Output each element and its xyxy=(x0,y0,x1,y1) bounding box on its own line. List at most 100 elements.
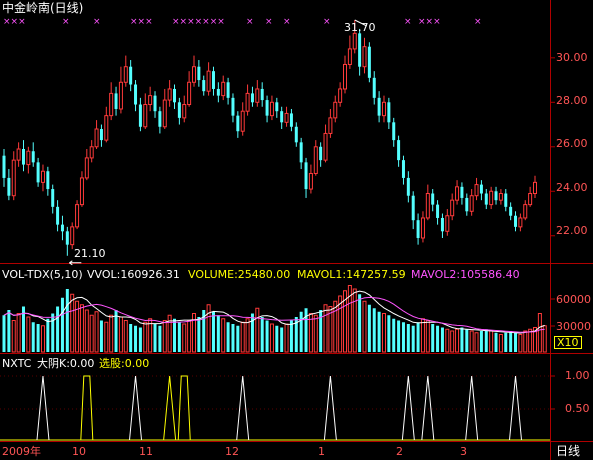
candle-body xyxy=(518,217,523,228)
candle-body xyxy=(372,77,376,98)
volume-bar xyxy=(431,324,435,352)
volume-bar xyxy=(450,330,455,353)
y-tick-28: 28.00 xyxy=(556,94,588,107)
candle-body xyxy=(153,95,157,112)
volume-bar xyxy=(313,314,318,353)
volume-bar xyxy=(89,314,94,353)
y-tick-22: 22.00 xyxy=(556,224,588,237)
candle-body xyxy=(474,184,479,197)
candle-body xyxy=(436,204,440,218)
candle-body xyxy=(440,217,444,232)
candle-body xyxy=(523,204,528,219)
candle-body xyxy=(255,88,260,103)
candle-body xyxy=(308,172,313,190)
volume-ma10-line xyxy=(3,296,545,333)
candle-body xyxy=(75,204,80,228)
volume-bar xyxy=(284,323,289,353)
low-marker-arrow xyxy=(69,260,82,266)
mavol2-value: MAVOL2:105586.40 xyxy=(411,268,520,281)
volume-bar xyxy=(474,332,479,353)
candle-body xyxy=(134,84,138,105)
candle-body xyxy=(104,115,109,141)
candle-body xyxy=(401,160,405,178)
volume-bar xyxy=(387,315,391,352)
candle-body xyxy=(367,46,371,78)
signal-series[interactable] xyxy=(0,375,550,441)
candle-body xyxy=(216,88,220,96)
volume-bar xyxy=(148,318,153,353)
top-marker: × xyxy=(404,17,412,27)
volume-bar xyxy=(489,330,494,353)
candle-body xyxy=(191,66,196,83)
volume-bar xyxy=(299,311,303,352)
volume-bar xyxy=(75,300,80,353)
candle-body xyxy=(236,115,240,132)
volume-bar xyxy=(537,313,542,353)
volume-bar xyxy=(158,325,162,352)
volume-bar xyxy=(51,313,55,352)
candle-body xyxy=(416,220,420,238)
candle-body xyxy=(406,177,410,196)
vvol-value: VVOL:160926.31 xyxy=(87,268,180,281)
period-tab-daily[interactable]: 日线 xyxy=(556,444,581,458)
candle-body xyxy=(347,48,352,65)
volume-bar xyxy=(479,331,483,352)
candle-body xyxy=(533,181,537,194)
candle-body xyxy=(16,148,21,161)
signal-indicator-name[interactable]: NXTC xyxy=(2,357,32,370)
volume-ma5-line xyxy=(3,290,545,334)
candle-body xyxy=(504,193,508,207)
volume-bar xyxy=(362,300,367,353)
volume-bar xyxy=(333,300,338,353)
volume-bar xyxy=(177,322,181,352)
signal-spike xyxy=(129,375,143,441)
volume-bar xyxy=(94,311,99,353)
x-label-3: 3 xyxy=(460,445,467,458)
volume-bars[interactable] xyxy=(2,285,547,353)
x-label-11: 11 xyxy=(139,445,153,458)
volume-bar xyxy=(182,323,187,353)
candle-body xyxy=(362,46,367,68)
high-marker-arrow xyxy=(354,19,367,27)
volume-bar xyxy=(56,306,60,352)
candlestick-series[interactable] xyxy=(2,19,537,266)
candle-body xyxy=(60,224,64,232)
volume-indicator-name[interactable]: VOL-TDX(5,10) xyxy=(2,268,83,281)
volume-bar xyxy=(308,313,313,353)
candle-body xyxy=(450,199,455,217)
signal-spike xyxy=(401,375,415,441)
volume-bar xyxy=(36,324,40,352)
top-marker: ××× xyxy=(418,17,441,27)
volume-bar xyxy=(11,320,16,353)
candle-body xyxy=(148,95,153,106)
y-tick-30: 30.00 xyxy=(556,51,588,64)
candle-body xyxy=(338,88,343,103)
x-label-10: 10 xyxy=(72,445,86,458)
volume-bar xyxy=(372,308,376,352)
top-marker: ××××××× xyxy=(172,17,225,27)
volume-bar xyxy=(465,329,469,352)
candle-body xyxy=(226,82,230,98)
top-marker: × xyxy=(283,17,291,27)
volume-bar xyxy=(250,313,254,352)
candle-body xyxy=(118,81,123,110)
volume-bar xyxy=(280,327,284,352)
volume-bar xyxy=(226,322,230,352)
candle-body xyxy=(109,92,114,117)
candle-body xyxy=(304,162,308,190)
candle-body xyxy=(7,177,11,196)
candle-body xyxy=(162,99,167,128)
candle-body xyxy=(397,140,401,161)
candle-body xyxy=(123,66,128,83)
y-tick-26: 26.00 xyxy=(556,137,588,150)
top-marker: × xyxy=(474,17,482,27)
high-price-label: 31.70 xyxy=(344,21,376,34)
volume-bar xyxy=(79,304,84,353)
candle-body xyxy=(313,146,318,174)
volume-bar xyxy=(31,322,35,352)
candle-body xyxy=(245,92,250,112)
volume-bar xyxy=(469,330,474,353)
candle-body xyxy=(21,149,25,165)
top-markers: ××× × × ××× ××××××× × × × × × ××× × xyxy=(3,17,482,27)
